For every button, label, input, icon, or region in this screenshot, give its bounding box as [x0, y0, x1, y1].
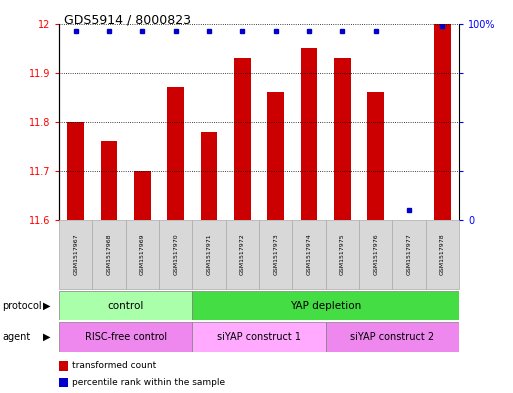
Bar [234, 58, 251, 220]
Text: siYAP construct 1: siYAP construct 1 [217, 332, 301, 342]
Text: RISC-free control: RISC-free control [85, 332, 167, 342]
Text: protocol: protocol [3, 301, 42, 311]
Bar [192, 291, 459, 320]
Bar [192, 220, 226, 289]
Bar [92, 220, 126, 289]
Bar [292, 220, 326, 289]
Text: GSM1517971: GSM1517971 [207, 234, 211, 275]
Bar [359, 220, 392, 289]
Text: GSM1517967: GSM1517967 [73, 234, 78, 275]
Text: GSM1517968: GSM1517968 [107, 234, 111, 275]
Text: ▶: ▶ [43, 301, 50, 311]
Bar [392, 220, 426, 289]
Text: GSM1517977: GSM1517977 [407, 233, 411, 275]
Text: GSM1517975: GSM1517975 [340, 234, 345, 275]
Text: GDS5914 / 8000823: GDS5914 / 8000823 [64, 14, 191, 27]
Text: GSM1517976: GSM1517976 [373, 234, 378, 275]
Text: GSM1517969: GSM1517969 [140, 234, 145, 275]
Text: control: control [108, 301, 144, 310]
Text: ▶: ▶ [43, 332, 50, 342]
Text: GSM1517978: GSM1517978 [440, 234, 445, 275]
Bar [59, 220, 92, 289]
Text: GSM1517974: GSM1517974 [307, 233, 311, 275]
Text: siYAP construct 2: siYAP construct 2 [350, 332, 435, 342]
Text: GSM1517973: GSM1517973 [273, 233, 278, 275]
Bar [326, 322, 459, 352]
Bar [59, 291, 192, 320]
Bar [434, 24, 451, 220]
Bar [67, 122, 84, 220]
Text: agent: agent [3, 332, 31, 342]
Bar [367, 92, 384, 220]
Bar [326, 220, 359, 289]
Bar [59, 322, 192, 352]
Bar [267, 92, 284, 220]
Text: transformed count: transformed count [72, 361, 156, 370]
Bar [126, 220, 159, 289]
Bar [59, 361, 68, 371]
Text: GSM1517972: GSM1517972 [240, 233, 245, 275]
Bar [59, 378, 68, 387]
Bar [426, 220, 459, 289]
Bar [192, 322, 326, 352]
Bar [201, 132, 218, 220]
Bar [334, 58, 351, 220]
Bar [259, 220, 292, 289]
Text: GSM1517970: GSM1517970 [173, 234, 178, 275]
Bar [101, 141, 117, 220]
Text: YAP depletion: YAP depletion [290, 301, 361, 310]
Bar [159, 220, 192, 289]
Bar [226, 220, 259, 289]
Bar [301, 48, 318, 220]
Text: percentile rank within the sample: percentile rank within the sample [72, 378, 225, 387]
Bar [134, 171, 151, 220]
Bar [167, 88, 184, 220]
